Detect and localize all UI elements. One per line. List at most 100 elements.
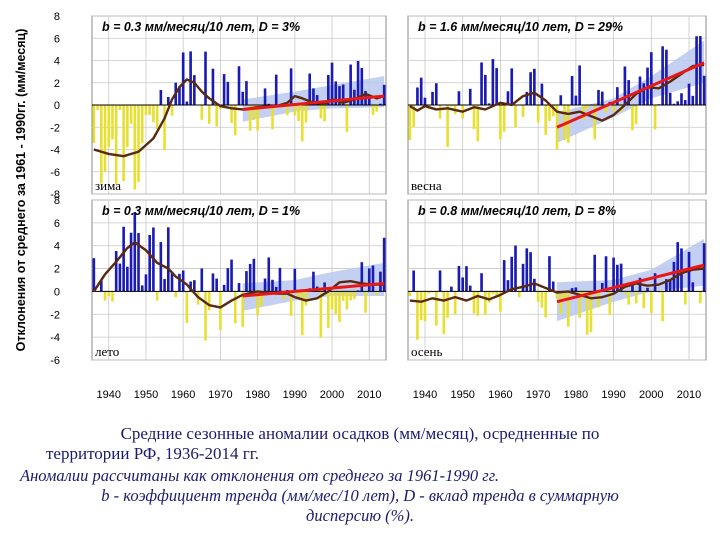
anomaly-bar xyxy=(126,266,129,292)
anomaly-bar xyxy=(506,91,510,105)
anomaly-bar xyxy=(297,105,300,122)
anomaly-bar xyxy=(461,277,465,292)
anomaly-bar xyxy=(327,291,330,328)
anomaly-bar xyxy=(204,51,207,105)
trend-line xyxy=(242,94,385,111)
anomaly-bar xyxy=(514,245,517,292)
anomaly-bar xyxy=(226,81,230,105)
caption-line-4: b - коэффициент тренда (мм/мес/10 лет), … xyxy=(101,486,619,505)
anomaly-bar xyxy=(360,67,364,105)
anomaly-bar xyxy=(623,291,627,294)
anomaly-bar xyxy=(510,256,514,292)
anomaly-bar xyxy=(612,105,615,112)
anomaly-bar xyxy=(604,105,608,113)
anomaly-bar xyxy=(375,291,378,295)
anomaly-bar xyxy=(103,105,107,172)
anomaly-bar xyxy=(484,291,487,315)
season-label: весна xyxy=(411,178,442,193)
anomaly-bar xyxy=(170,105,174,116)
anomaly-bar xyxy=(122,105,125,182)
chart-panel-лето: b = 0.3 мм/месяц/10 лет, D = 1%лето86420… xyxy=(50,195,387,401)
anomaly-bar xyxy=(529,72,532,105)
anomaly-bar xyxy=(604,256,608,292)
anomaly-bar xyxy=(699,291,702,304)
smoothed-curve xyxy=(92,241,385,309)
anomaly-bar xyxy=(442,291,446,335)
seasonal-charts: b = 0.3 мм/месяц/10 лет, D = 3%зима86420… xyxy=(50,11,707,401)
anomaly-bar xyxy=(375,105,378,112)
anomaly-bar xyxy=(233,105,237,136)
chart-title: b = 0.3 мм/месяц/10 лет, D = 1% xyxy=(102,204,300,218)
anomaly-bar xyxy=(450,286,453,292)
anomaly-bar xyxy=(226,268,230,292)
anomaly-bar xyxy=(353,291,356,300)
anomaly-bar xyxy=(578,291,581,318)
anomaly-bar xyxy=(159,90,163,105)
anomaly-bar xyxy=(412,105,415,128)
anomaly-bar xyxy=(293,268,297,292)
anomaly-bar xyxy=(152,105,155,123)
x-tick-label: 1940 xyxy=(97,389,121,401)
anomaly-bar xyxy=(248,105,252,131)
anomaly-bar xyxy=(379,103,382,105)
anomaly-bar xyxy=(155,105,159,130)
anomaly-bar xyxy=(627,291,630,305)
trend-line xyxy=(556,61,705,129)
anomaly-bar xyxy=(665,279,668,292)
anomaly-bar xyxy=(163,279,166,292)
anomaly-bar xyxy=(345,105,349,133)
anomaly-bar xyxy=(627,80,630,105)
anomaly-bar xyxy=(163,105,166,151)
anomaly-bar xyxy=(155,291,159,301)
anomaly-bar xyxy=(544,291,548,318)
anomaly-bar xyxy=(178,273,181,292)
anomaly-bar xyxy=(319,105,323,119)
anomaly-bar xyxy=(237,66,241,105)
anomaly-bar xyxy=(300,291,304,336)
x-tick-label: 1970 xyxy=(208,389,232,401)
anomaly-bar xyxy=(252,258,256,292)
anomaly-bar xyxy=(189,51,192,105)
anomaly-bar xyxy=(193,280,196,292)
anomaly-bar xyxy=(668,280,672,292)
anomaly-bar xyxy=(144,274,148,292)
caption-title: Средние сезонные аномалии осадков (мм/ме… xyxy=(0,424,720,464)
anomaly-bar xyxy=(341,291,345,301)
anomaly-bar xyxy=(657,291,661,293)
anomaly-bar xyxy=(661,291,664,322)
y-tick-label: 6 xyxy=(54,33,60,45)
anomaly-bar xyxy=(289,291,293,316)
anomaly-bar xyxy=(274,74,278,105)
anomaly-bar xyxy=(114,105,118,184)
anomaly-bar xyxy=(646,287,649,292)
chart-title: b = 0.8 мм/месяц/10 лет, D = 8% xyxy=(418,204,616,218)
anomaly-bar xyxy=(616,264,619,292)
anomaly-bar xyxy=(379,271,382,292)
anomaly-bar xyxy=(634,291,638,304)
chart-panel-весна: b = 1.6 мм/месяц/10 лет, D = 29% весна xyxy=(407,15,707,195)
anomaly-bar xyxy=(207,291,211,311)
chart-title: b = 0.3 мм/месяц/10 лет, D = 3% xyxy=(102,20,300,34)
y-tick-label: 8 xyxy=(54,195,60,207)
anomaly-bar xyxy=(649,291,653,314)
anomaly-bar xyxy=(371,105,375,115)
x-tick-label: 1950 xyxy=(134,389,158,401)
anomaly-bar xyxy=(181,52,185,105)
anomaly-bar xyxy=(323,282,326,292)
x-tick-label: 2010 xyxy=(357,389,381,401)
anomaly-bar xyxy=(356,60,360,105)
y-tick-label: 4 xyxy=(54,56,60,68)
anomaly-bar xyxy=(334,291,338,315)
anomaly-bar xyxy=(680,93,683,105)
anomaly-bar xyxy=(653,273,657,292)
anomaly-bar xyxy=(544,105,548,135)
anomaly-bar xyxy=(111,291,114,302)
anomaly-bar xyxy=(499,105,502,140)
anomaly-bar xyxy=(382,84,386,105)
y-tick-label: -2 xyxy=(50,309,60,321)
x-tick-label: 1940 xyxy=(413,389,437,401)
anomaly-bar xyxy=(551,281,555,292)
anomaly-bar xyxy=(230,105,233,123)
anomaly-bar xyxy=(585,291,589,335)
anomaly-bar xyxy=(416,291,419,340)
